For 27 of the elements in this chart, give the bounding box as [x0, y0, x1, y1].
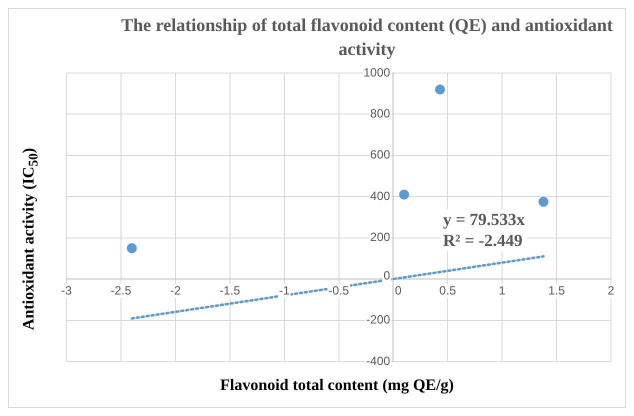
- y-tick-label: -200: [366, 312, 391, 327]
- chart-title: The relationship of total flavonoid content (QE) and antioxidant activity: [120, 14, 614, 61]
- x-axis-title: Flavonoid total content (mg QE/g): [219, 377, 455, 395]
- x-tick-label: 1: [498, 283, 506, 298]
- x-tick-label: -1.5: [220, 283, 241, 298]
- x-tick-label: 0: [394, 283, 402, 298]
- y-tick-label: 600: [370, 148, 391, 162]
- x-tick-label: -2.5: [110, 283, 132, 298]
- point: [435, 84, 446, 94]
- y-tick-label: 800: [370, 106, 391, 121]
- annotation: R² = -2.449: [443, 230, 524, 251]
- y-tick-label: 200: [370, 230, 391, 244]
- x-tick-label: -3: [61, 283, 72, 298]
- y-tick-label: 0: [384, 268, 391, 282]
- point: [399, 190, 410, 200]
- annotation: y = 79.533x: [443, 209, 525, 230]
- x-tick-label: -1: [278, 283, 290, 298]
- x-tick-label: 2: [608, 283, 615, 298]
- x-tick-label: 0.5: [439, 283, 456, 298]
- y-tick-label: 1000: [363, 65, 391, 80]
- point: [126, 243, 137, 254]
- y-tick-label: 400: [370, 188, 391, 203]
- x-tick-label: -2: [170, 283, 182, 298]
- x-tick-label: -0.5: [328, 283, 350, 298]
- point: [538, 196, 548, 207]
- y-tick-label: -400: [366, 354, 391, 368]
- x-tick-label: 1.5: [548, 283, 566, 298]
